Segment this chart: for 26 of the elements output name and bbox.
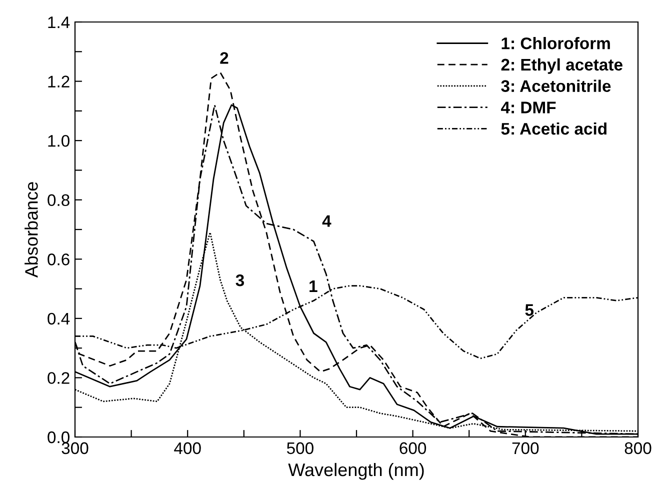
annotation: 4 [322,215,332,227]
y-tick-label: 1.2 [48,76,70,88]
legend-label: 3: Acetonitrile [501,80,611,92]
y-tick-label: 1.0 [48,134,70,147]
legend-label: 1: Chloroform [502,37,610,50]
x-tick-label: 600 [400,442,426,454]
y-tick-label: 0.4 [48,312,70,325]
y-tick-label: 0.8 [48,194,70,206]
annotation: 2 [220,52,228,64]
annotation: 5 [525,304,534,316]
legend-label: 2: Ethyl acetate [501,58,622,74]
legend-label: 5: Acetic acid [501,122,606,135]
x-tick-label: 300 [62,442,88,454]
y-tick-label: 0.2 [48,372,70,384]
y-tick-label: 0.6 [48,254,70,266]
x-tick-label: 800 [624,442,652,454]
x-tick-label: 500 [286,442,314,454]
x-tick-label: 700 [512,442,539,454]
y-tick-label: 0.0 [48,431,70,444]
x-axis-title: Wavelength (nm) [288,462,424,480]
legend-label: 4: DMF [500,102,556,114]
x-tick-label: 400 [174,442,201,454]
y-axis-title: Absorbance [24,182,38,278]
annotation: 1 [310,280,318,292]
y-tick-label: 1.4 [48,16,70,28]
annotation: 3 [236,274,244,286]
